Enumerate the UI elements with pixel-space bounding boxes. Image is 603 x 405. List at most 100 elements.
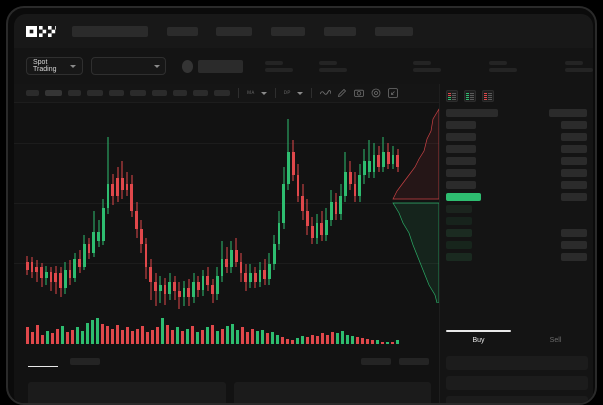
orderbook-bid-row[interactable] <box>446 241 587 249</box>
orders-action-1[interactable] <box>361 357 391 365</box>
candlestick <box>268 119 271 309</box>
tab-order-history[interactable] <box>70 357 100 365</box>
nav-item-2[interactable] <box>216 26 252 36</box>
orders-action-2[interactable] <box>399 357 429 365</box>
orderbook-rows[interactable] <box>440 107 593 261</box>
candlestick <box>168 119 172 309</box>
orders-panel-right[interactable] <box>233 382 431 403</box>
top-navigation-bar <box>14 14 593 48</box>
orderbook-mode-asks[interactable] <box>482 90 494 102</box>
volume-series <box>26 318 401 344</box>
candlestick <box>26 119 29 309</box>
indicator-label[interactable]: ᴍᴀ <box>247 90 255 96</box>
nav-item-4[interactable] <box>324 26 356 36</box>
timeframe-button[interactable] <box>45 90 62 96</box>
volume-bar <box>76 327 79 344</box>
timeframe-button[interactable] <box>87 90 103 96</box>
candlestick <box>320 119 324 309</box>
okx-logo-icon[interactable] <box>26 25 56 37</box>
pencil-icon[interactable] <box>337 88 348 99</box>
candlestick <box>211 119 214 309</box>
candlestick <box>291 119 295 309</box>
volume-bar <box>271 332 274 344</box>
volume-bar <box>356 336 359 344</box>
chevron-down-icon[interactable] <box>296 91 303 95</box>
timeframe-button[interactable] <box>26 90 39 96</box>
chevron-down-icon[interactable] <box>260 91 267 95</box>
candlestick <box>154 119 157 309</box>
nav-search-box[interactable] <box>72 25 148 37</box>
nav-item-1[interactable] <box>167 26 198 36</box>
wave-icon[interactable] <box>319 88 331 99</box>
tab-buy[interactable]: Buy <box>440 330 517 352</box>
volume-bar <box>81 331 84 344</box>
orderbook-bid-row[interactable] <box>446 205 587 213</box>
tab-sell[interactable]: Sell <box>549 337 562 344</box>
chart-gridline <box>14 203 439 204</box>
orderbook-ask-row[interactable] <box>446 145 587 153</box>
nav-item-5[interactable] <box>375 26 413 36</box>
order-total-field[interactable] <box>446 396 588 403</box>
orderbook-bid-row[interactable] <box>446 217 587 225</box>
timeframe-button[interactable] <box>152 90 167 96</box>
volume-bar <box>186 328 189 344</box>
candlestick <box>144 119 148 309</box>
timeframe-button[interactable] <box>68 90 81 96</box>
orderbook-ask-row[interactable] <box>446 181 587 189</box>
price-chart-panel[interactable] <box>14 103 439 350</box>
candlestick <box>40 119 43 309</box>
device-frame: Spot Trading <box>6 6 597 405</box>
candlestick <box>386 119 390 309</box>
candlestick <box>253 119 257 309</box>
timeframe-button[interactable] <box>109 90 124 96</box>
orderbook-bid-row[interactable] <box>446 229 587 237</box>
timeframe-button[interactable] <box>193 90 208 96</box>
candlestick <box>272 119 276 309</box>
volume-bar <box>296 338 299 344</box>
order-amount-field[interactable] <box>446 376 588 390</box>
volume-bar <box>161 318 164 344</box>
volume-bar <box>41 334 44 344</box>
timeframe-button[interactable] <box>130 90 146 96</box>
volume-bar <box>316 335 319 344</box>
candlestick <box>310 119 314 309</box>
orderbook-ask-row[interactable] <box>446 121 587 129</box>
orders-content-area <box>14 378 439 403</box>
orderbook-ask-row[interactable] <box>446 169 587 177</box>
volume-bar <box>376 340 379 344</box>
trading-mode-selector[interactable]: Spot Trading <box>26 57 83 75</box>
fullscreen-icon[interactable] <box>388 88 399 99</box>
chart-toolbar: ᴍᴀ ᴅᴘ <box>14 84 439 103</box>
timeframe-button[interactable] <box>173 90 187 96</box>
orderbook-header-row[interactable] <box>446 109 587 117</box>
volume-bar <box>171 329 174 344</box>
candlestick <box>158 119 162 309</box>
orderbook-mode-both[interactable] <box>446 90 458 102</box>
orderbook-ask-row[interactable] <box>446 157 587 165</box>
candlestick <box>92 119 96 309</box>
candlestick <box>225 119 229 309</box>
candlestick <box>63 119 67 309</box>
compare-label[interactable]: ᴅᴘ <box>283 90 291 96</box>
camera-icon[interactable] <box>354 88 365 99</box>
volume-bar <box>241 327 244 344</box>
orderbook-ask-row[interactable] <box>446 133 587 141</box>
volume-bar <box>91 320 94 344</box>
candlestick <box>68 119 72 309</box>
orders-panel-left[interactable] <box>28 382 226 403</box>
volume-bar <box>111 328 114 344</box>
candlestick <box>287 119 290 309</box>
market-stat <box>488 60 517 72</box>
orderbook-spread-row[interactable] <box>446 193 587 201</box>
orderbook-bid-row[interactable] <box>446 253 587 261</box>
candlestick <box>49 119 53 309</box>
candlestick <box>125 119 129 309</box>
trading-pair-select[interactable] <box>90 57 166 75</box>
nav-item-3[interactable] <box>271 26 305 36</box>
order-price-field[interactable] <box>446 356 588 370</box>
volume-bar <box>106 326 109 344</box>
settings-gear-icon[interactable] <box>371 88 382 99</box>
last-price-skeleton <box>198 59 243 73</box>
timeframe-button[interactable] <box>214 90 230 96</box>
orderbook-mode-bids[interactable] <box>464 90 476 102</box>
